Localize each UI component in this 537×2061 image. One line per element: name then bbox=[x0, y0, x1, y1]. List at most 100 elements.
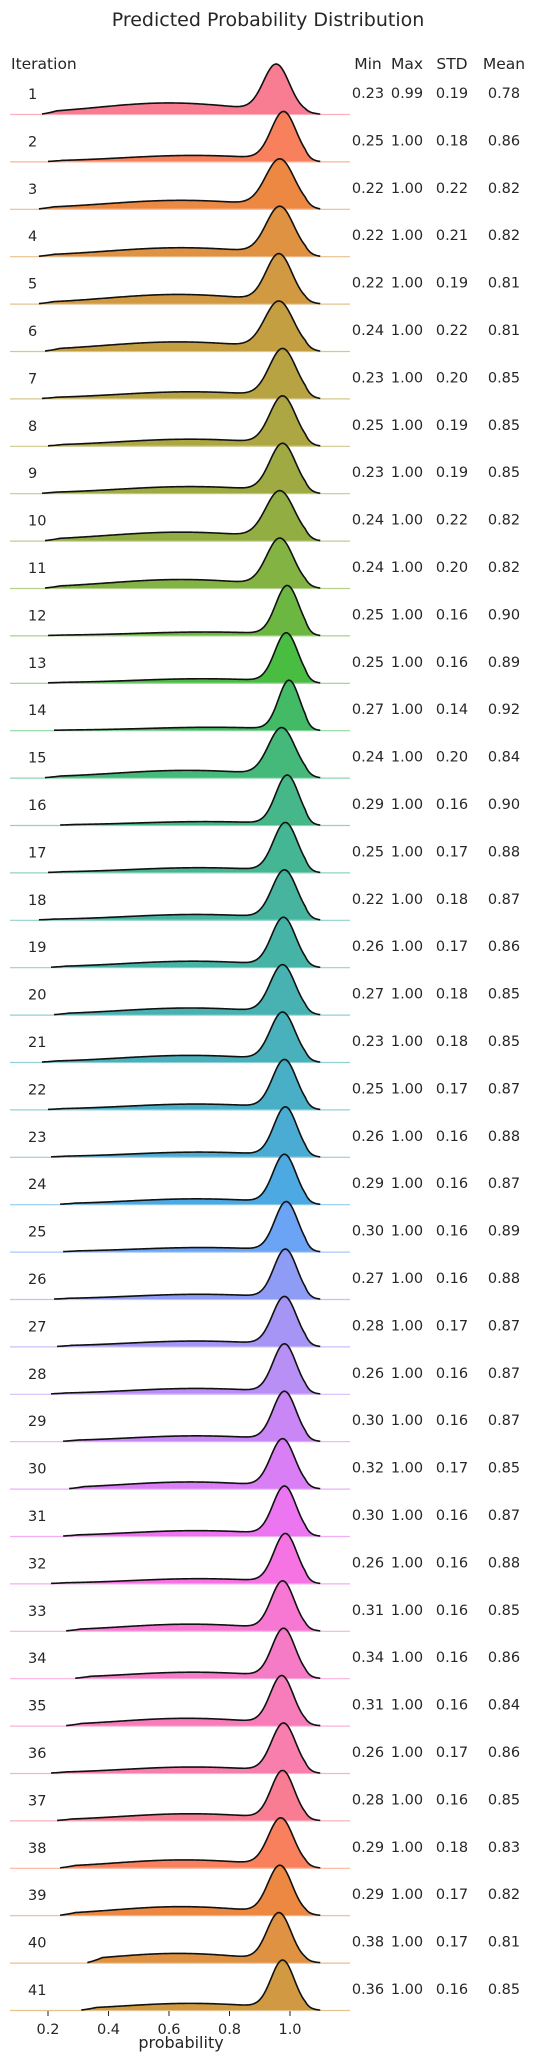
stat-min: 0.25 bbox=[352, 607, 384, 623]
ridge-outline bbox=[60, 774, 321, 826]
ridge-outline bbox=[41, 63, 321, 115]
iteration-label: 26 bbox=[28, 1272, 46, 1288]
stat-max: 1.00 bbox=[391, 1792, 423, 1808]
ridge-outline bbox=[87, 1911, 321, 1964]
stat-min: 0.29 bbox=[352, 1887, 384, 1903]
ridge-outline bbox=[51, 1105, 321, 1158]
ridge-26: 26 0.27 1.00 0.16 0.88 bbox=[10, 1248, 520, 1301]
stat-std: 0.14 bbox=[436, 702, 468, 718]
ridge-outline bbox=[60, 1864, 321, 1916]
ridge-outline bbox=[75, 1627, 321, 1679]
ridge-outline bbox=[44, 489, 321, 542]
stat-max: 1.00 bbox=[391, 987, 423, 1003]
stat-mean: 0.90 bbox=[488, 607, 520, 623]
stat-mean: 0.82 bbox=[488, 513, 520, 529]
ridge-area bbox=[48, 1059, 321, 1110]
stat-mean: 0.86 bbox=[488, 1745, 520, 1761]
stat-max: 1.00 bbox=[391, 1366, 423, 1382]
stat-min: 0.22 bbox=[352, 276, 384, 292]
stat-std: 0.19 bbox=[436, 418, 468, 434]
ridge-36: 36 0.26 1.00 0.17 0.86 bbox=[10, 1722, 520, 1775]
ridge-outline bbox=[44, 300, 321, 352]
stat-mean: 0.87 bbox=[488, 1176, 520, 1192]
iteration-label: 8 bbox=[28, 419, 37, 435]
ridge-23: 23 0.26 1.00 0.16 0.88 bbox=[10, 1105, 520, 1158]
iteration-label: 16 bbox=[28, 798, 46, 814]
ridge-6: 6 0.24 1.00 0.22 0.81 bbox=[10, 300, 520, 353]
ridge-area bbox=[69, 1438, 321, 1489]
stat-max: 1.00 bbox=[391, 1745, 423, 1761]
stat-min: 0.26 bbox=[352, 1129, 384, 1145]
stat-min: 0.30 bbox=[352, 1508, 384, 1524]
ridge-12: 12 0.25 1.00 0.16 0.90 bbox=[10, 584, 520, 637]
stat-min: 0.26 bbox=[352, 1745, 384, 1761]
ridge-area bbox=[44, 490, 321, 541]
ridge-outline bbox=[81, 1959, 321, 2011]
iteration-label: 34 bbox=[28, 1651, 46, 1667]
ridge-area bbox=[54, 680, 321, 731]
stat-mean: 0.81 bbox=[488, 323, 520, 339]
ridge-area bbox=[63, 1486, 321, 1536]
ridge-21: 21 0.23 1.00 0.18 0.85 bbox=[10, 1011, 520, 1064]
stat-min: 0.22 bbox=[352, 181, 384, 197]
stat-min: 0.22 bbox=[352, 228, 384, 244]
ridge-outline bbox=[50, 916, 321, 968]
iteration-label: 41 bbox=[28, 1983, 46, 1999]
ridge-area bbox=[38, 158, 321, 209]
stat-std: 0.20 bbox=[436, 370, 468, 386]
stat-std: 0.17 bbox=[436, 939, 468, 955]
stat-mean: 0.81 bbox=[488, 1935, 520, 1951]
stat-min: 0.22 bbox=[352, 892, 384, 908]
stats-header-std: STD bbox=[436, 55, 467, 73]
ridge-outline bbox=[38, 868, 321, 921]
ridge-area bbox=[63, 1201, 321, 1252]
stat-mean: 0.85 bbox=[488, 418, 520, 434]
stat-mean: 0.87 bbox=[488, 892, 520, 908]
stat-max: 1.00 bbox=[391, 181, 423, 197]
iteration-label: 3 bbox=[28, 182, 37, 198]
stat-std: 0.20 bbox=[436, 750, 468, 766]
ridge-area bbox=[48, 111, 321, 162]
ridge-area bbox=[57, 1296, 321, 1347]
stat-min: 0.24 bbox=[352, 750, 384, 766]
ridge-outline bbox=[47, 1058, 321, 1111]
stat-std: 0.18 bbox=[436, 892, 468, 908]
iteration-label: 11 bbox=[28, 561, 46, 577]
stat-std: 0.16 bbox=[436, 1698, 468, 1714]
stat-mean: 0.78 bbox=[488, 86, 520, 102]
ridge-outline bbox=[54, 679, 321, 731]
stat-mean: 0.85 bbox=[488, 1982, 520, 1998]
stat-std: 0.17 bbox=[436, 844, 468, 860]
stat-min: 0.23 bbox=[352, 370, 384, 386]
iteration-label: 39 bbox=[28, 1888, 46, 1904]
stat-min: 0.25 bbox=[352, 844, 384, 860]
ridge-area bbox=[41, 64, 321, 114]
stat-mean: 0.90 bbox=[488, 797, 520, 813]
stat-max: 1.00 bbox=[391, 1935, 423, 1951]
ridge-outline bbox=[66, 1674, 321, 1727]
stat-std: 0.17 bbox=[436, 1461, 468, 1477]
ridge-outline bbox=[63, 1485, 321, 1537]
ridge-outline bbox=[50, 1342, 321, 1395]
ridge-24: 24 0.29 1.00 0.16 0.87 bbox=[10, 1153, 520, 1206]
ridge-outline bbox=[57, 1769, 321, 1822]
ridge-outline bbox=[47, 584, 321, 637]
ridge-37: 37 0.28 1.00 0.16 0.85 bbox=[10, 1769, 520, 1822]
stat-max: 1.00 bbox=[391, 1461, 423, 1477]
stat-min: 0.26 bbox=[352, 1366, 384, 1382]
iteration-label: 17 bbox=[28, 845, 46, 861]
stat-min: 0.23 bbox=[352, 465, 384, 481]
stat-mean: 0.89 bbox=[488, 1224, 520, 1240]
ridges: 1 0.23 0.99 0.19 0.782 0.25 1.00 0.18 0.863 0.22 1… bbox=[10, 63, 520, 2012]
iteration-label: 29 bbox=[28, 1414, 46, 1430]
stat-min: 0.25 bbox=[352, 418, 384, 434]
x-axis: 0.2 0.4 0.6 0.8 1.0 bbox=[36, 2011, 302, 2038]
ridge-area bbox=[44, 301, 321, 351]
ridge-area bbox=[63, 1391, 321, 1442]
stats-header-min: Min bbox=[354, 55, 382, 73]
stat-mean: 0.85 bbox=[488, 1461, 520, 1477]
iteration-label: 27 bbox=[28, 1319, 46, 1335]
stat-min: 0.25 bbox=[352, 1081, 384, 1097]
stat-min: 0.23 bbox=[352, 1034, 384, 1050]
stat-mean: 0.87 bbox=[488, 1318, 520, 1334]
